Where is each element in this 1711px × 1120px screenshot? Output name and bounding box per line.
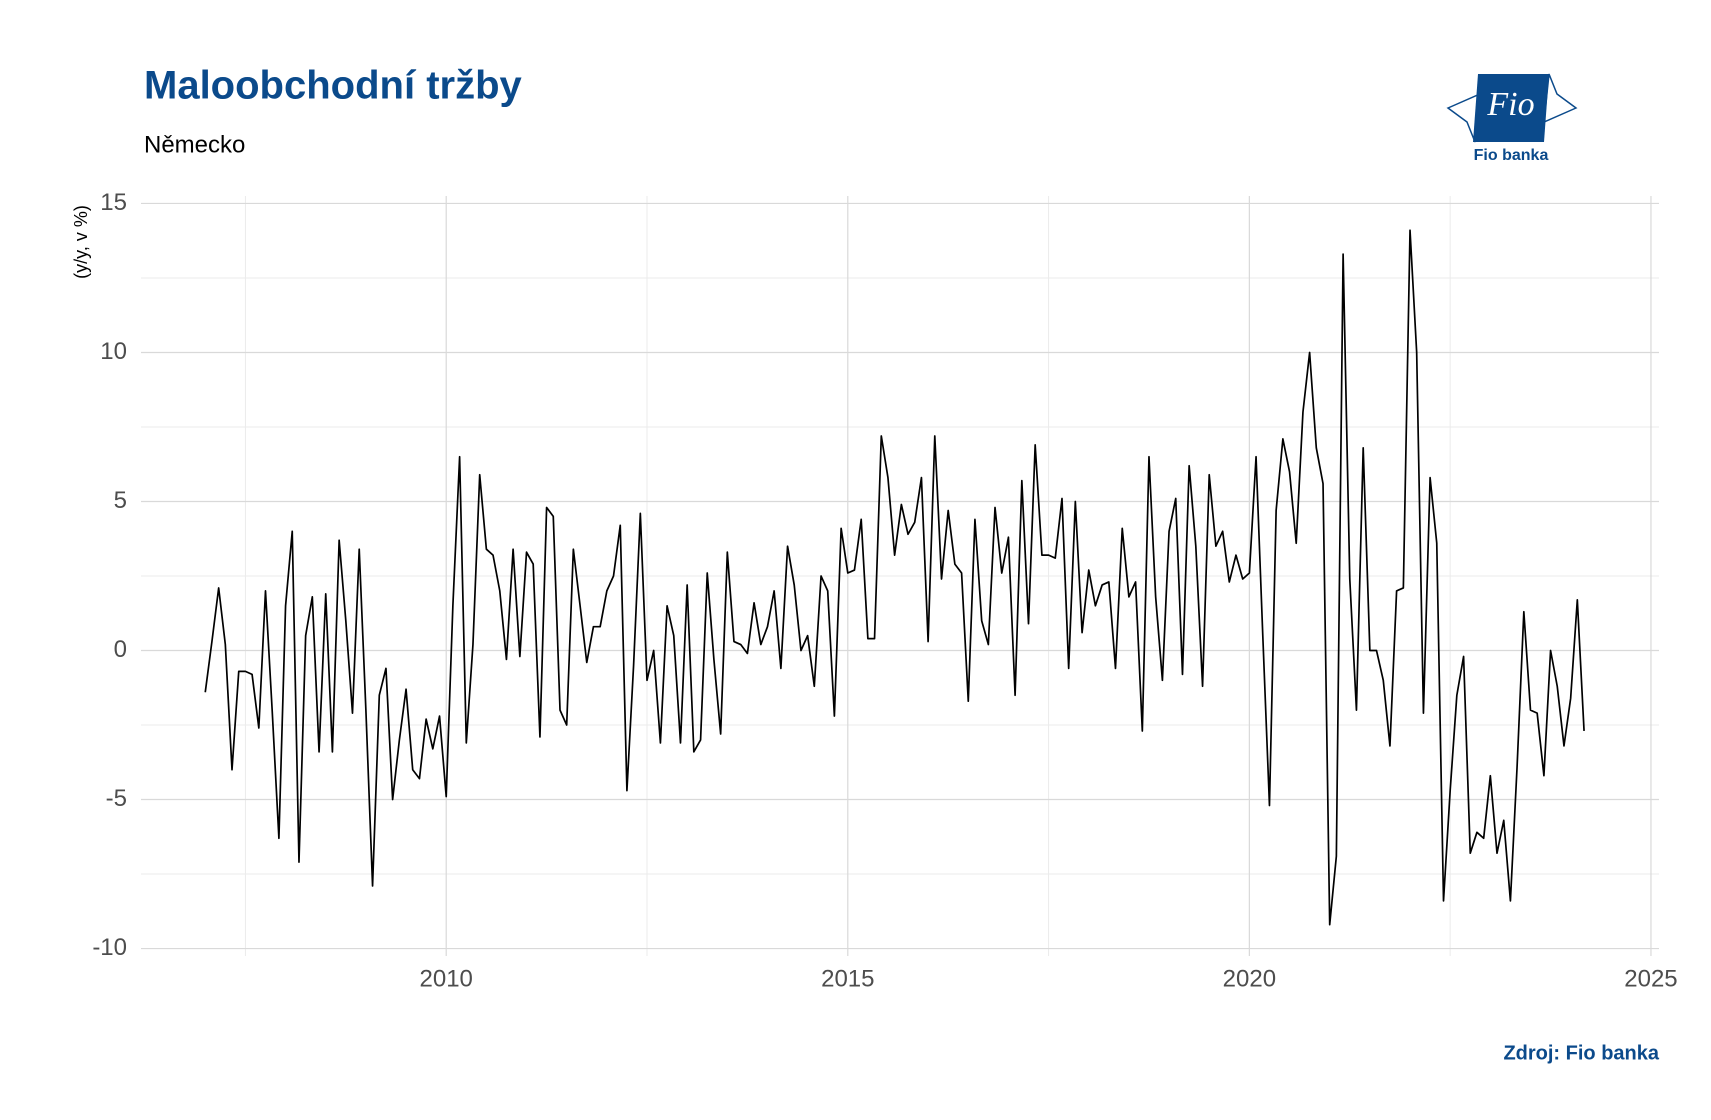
x-tick-label: 2015 <box>821 965 874 992</box>
y-tick-label: -10 <box>92 934 127 961</box>
data-line <box>204 229 1585 926</box>
x-tick-label: 2025 <box>1624 965 1677 992</box>
logo-text: Fio banka <box>1474 147 1549 164</box>
source-note: Zdroj: Fio banka <box>1503 1042 1659 1064</box>
logo-wing <box>1543 73 1578 124</box>
y-tick-label: 0 <box>114 636 127 663</box>
logo-mark: Fio <box>1486 86 1534 123</box>
y-tick-label: 5 <box>114 487 127 514</box>
y-tick-label: 15 <box>100 189 127 216</box>
y-tick-label: 10 <box>100 338 127 365</box>
chart-title: Maloobchodní tržby <box>144 64 523 108</box>
x-tick-label: 2010 <box>420 965 473 992</box>
x-tick-label: 2020 <box>1223 965 1276 992</box>
logo-box <box>1473 74 1549 142</box>
plot <box>204 229 1585 926</box>
chart-subtitle: Německo <box>144 131 245 158</box>
logo: Fio Fio banka <box>1446 73 1578 164</box>
grid: -10 -5 0 5 10 15 2010 2015 2020 2025 <box>92 189 1677 993</box>
y-axis-label: (y/y, v %) <box>71 205 91 279</box>
y-tick-label: -5 <box>106 785 127 812</box>
